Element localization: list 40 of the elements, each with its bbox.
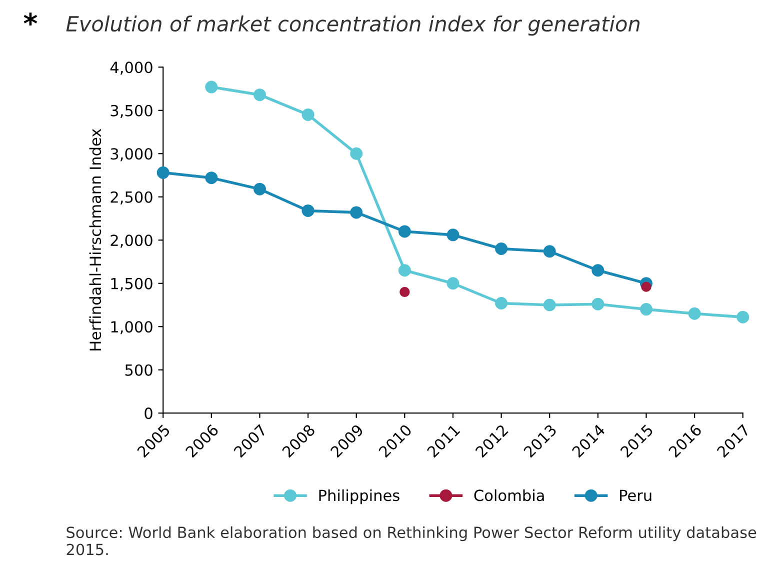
point	[495, 297, 508, 310]
point	[253, 182, 266, 196]
point	[592, 298, 604, 310]
point	[205, 172, 218, 184]
point	[398, 264, 411, 277]
y-axis-title: Herfindahl-Hirschmann Index	[89, 128, 102, 350]
y-tick-label: 2,500	[110, 191, 152, 204]
point	[736, 310, 750, 324]
source-note: Source: World Bank elaboration based on Rethinking Power Sector Reform utility database 2015.	[66, 526, 756, 556]
y-tick-label: 1,000	[111, 321, 152, 334]
legend-label: Peru	[620, 490, 652, 502]
point	[400, 286, 410, 298]
point	[543, 245, 556, 258]
point	[446, 277, 460, 290]
point	[350, 206, 363, 219]
y-tick-label: 4,000	[110, 62, 152, 75]
y-tick-label: 3,000	[110, 148, 152, 162]
point	[350, 147, 363, 160]
point	[398, 225, 411, 238]
point	[592, 264, 604, 277]
point	[205, 80, 218, 94]
point	[446, 228, 460, 242]
y-tick-label: 500	[125, 364, 152, 376]
y-tick-label: 1,500	[111, 278, 152, 291]
point	[302, 204, 314, 217]
text: *	[24, 12, 38, 26]
y-tick-label: 3,500	[110, 104, 152, 118]
point	[302, 108, 314, 121]
point	[641, 282, 652, 292]
legend-label: Colombia	[474, 489, 544, 502]
point	[156, 166, 170, 179]
point	[543, 298, 556, 312]
y-tick-label: 0	[144, 408, 152, 420]
point	[495, 242, 508, 256]
point	[688, 307, 701, 320]
chart-title: Evolution of market concentration index for generation	[66, 16, 640, 36]
y-tick-label: 2,000	[110, 234, 152, 248]
legend-label: Philippines	[319, 489, 400, 504]
point	[253, 88, 266, 102]
point	[640, 303, 652, 316]
